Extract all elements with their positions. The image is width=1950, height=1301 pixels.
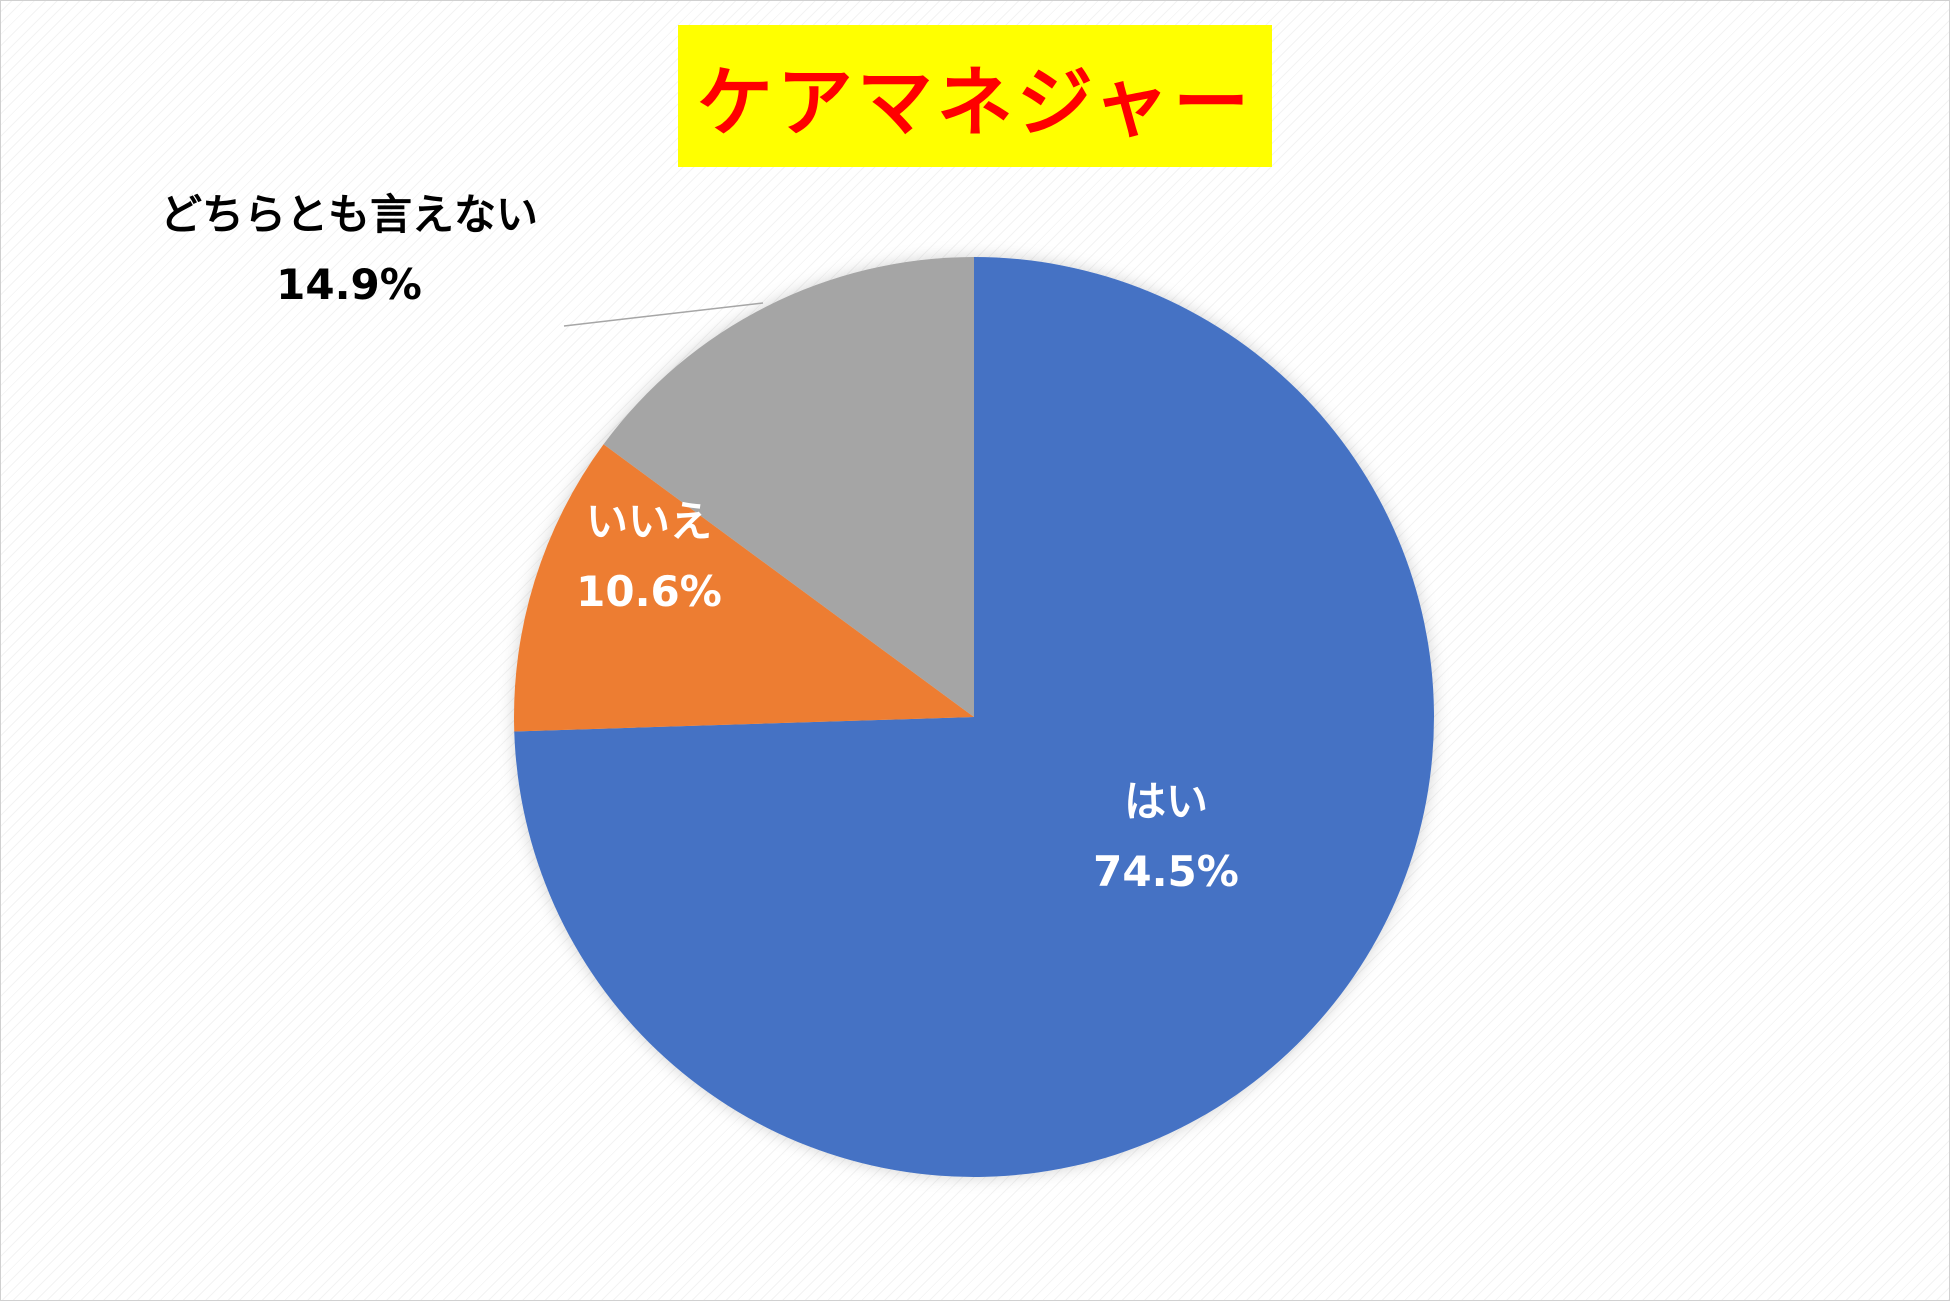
slice-neutral — [603, 257, 974, 717]
leader-line — [563, 302, 764, 327]
label-category: いいえ — [586, 497, 712, 546]
label-yes: はい 74.5% — [1093, 777, 1239, 896]
chart-title: ケアマネジャー — [678, 25, 1272, 167]
label-neutral: どちらとも言えない 14.9% — [160, 190, 538, 309]
label-no: いいえ 10.6% — [576, 497, 722, 616]
slice-no — [514, 444, 974, 732]
label-category: はい — [1124, 777, 1208, 826]
label-value: 74.5% — [1093, 847, 1239, 896]
label-value: 14.9% — [276, 260, 422, 309]
slice-yes — [514, 257, 1435, 1178]
label-value: 10.6% — [576, 567, 722, 616]
label-category: どちらとも言えない — [160, 190, 538, 239]
